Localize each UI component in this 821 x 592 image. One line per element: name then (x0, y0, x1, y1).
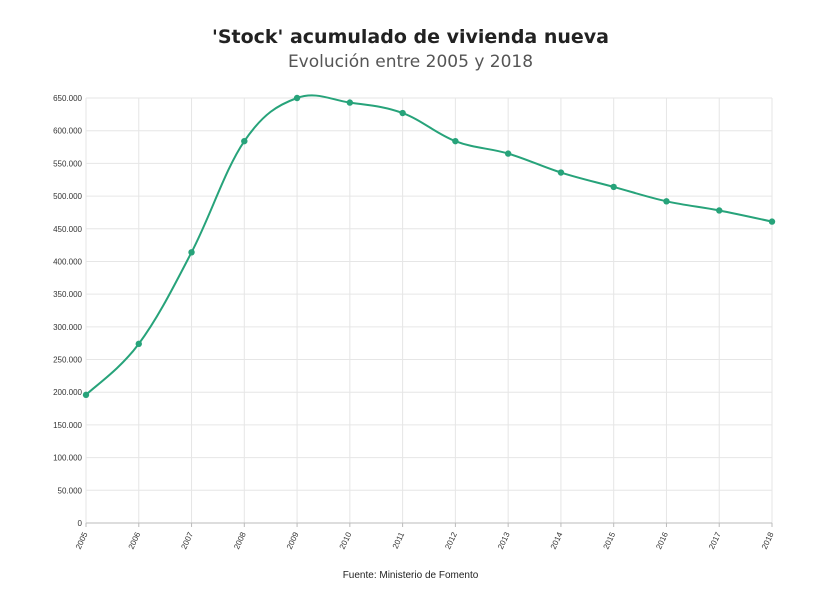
y-tick-label: 600.000 (53, 127, 82, 136)
data-point-2014 (557, 169, 565, 176)
chart-title: 'Stock' acumulado de vivienda nueva (212, 26, 609, 48)
x-tick-label: 2011 (391, 530, 407, 550)
data-point-2018 (768, 218, 776, 225)
y-tick-label: 300.000 (53, 323, 82, 332)
data-point-2008 (241, 137, 248, 145)
y-tick-label: 350.000 (53, 290, 82, 299)
axes (85, 522, 773, 527)
y-tick-label: 50.000 (58, 486, 83, 495)
x-tick-label: 2012 (443, 530, 459, 550)
y-tick-label: 400.000 (53, 257, 82, 266)
data-point-2010 (346, 99, 354, 106)
data-point-2006 (135, 340, 142, 348)
source-note: Fuente: Ministerio de Fomento (342, 570, 479, 581)
x-tick-label: 2009 (285, 530, 301, 550)
gridlines (85, 97, 773, 524)
data-point-2009 (293, 94, 301, 102)
x-axis-ticks: 2005 2006 2007 2008 2009 2010 2011 2012 2013 2014… (74, 530, 776, 550)
y-tick-label: 0 (78, 519, 83, 528)
y-tick-label: 550.000 (53, 159, 82, 168)
y-axis-ticks: 0 50.000 100.000 150.000 200.000 250.000 300.0… (53, 94, 82, 528)
x-tick-label: 2016 (654, 530, 670, 550)
data-point-2011 (399, 109, 406, 117)
y-tick-label: 250.000 (53, 356, 82, 365)
y-tick-label: 450.000 (53, 225, 82, 234)
x-tick-label: 2006 (127, 530, 143, 550)
x-tick-label: 2014 (549, 530, 565, 550)
data-point-2016 (663, 198, 670, 205)
data-point-2015 (610, 183, 617, 191)
series-line (85, 94, 773, 396)
x-tick-label: 2010 (338, 530, 354, 550)
x-tick-label: 2018 (760, 530, 776, 550)
x-tick-label: 2008 (232, 530, 248, 550)
y-tick-label: 150.000 (53, 421, 82, 430)
x-tick-label: 2015 (602, 530, 618, 550)
data-points (82, 94, 776, 399)
data-point-2017 (716, 207, 723, 214)
y-tick-label: 200.000 (53, 388, 82, 397)
x-tick-label: 2013 (496, 530, 512, 550)
y-tick-label: 100.000 (53, 454, 82, 463)
data-point-2012 (452, 137, 459, 145)
data-point-2013 (504, 150, 512, 157)
data-point-2005 (82, 391, 90, 399)
chart-subtitle: Evolución entre 2005 y 2018 (287, 52, 534, 72)
y-tick-label: 650.000 (53, 94, 82, 103)
data-point-2007 (188, 249, 195, 256)
x-tick-label: 2005 (74, 530, 90, 550)
x-tick-label: 2017 (707, 530, 723, 550)
y-tick-label: 500.000 (53, 192, 82, 201)
x-tick-label: 2007 (179, 530, 195, 550)
